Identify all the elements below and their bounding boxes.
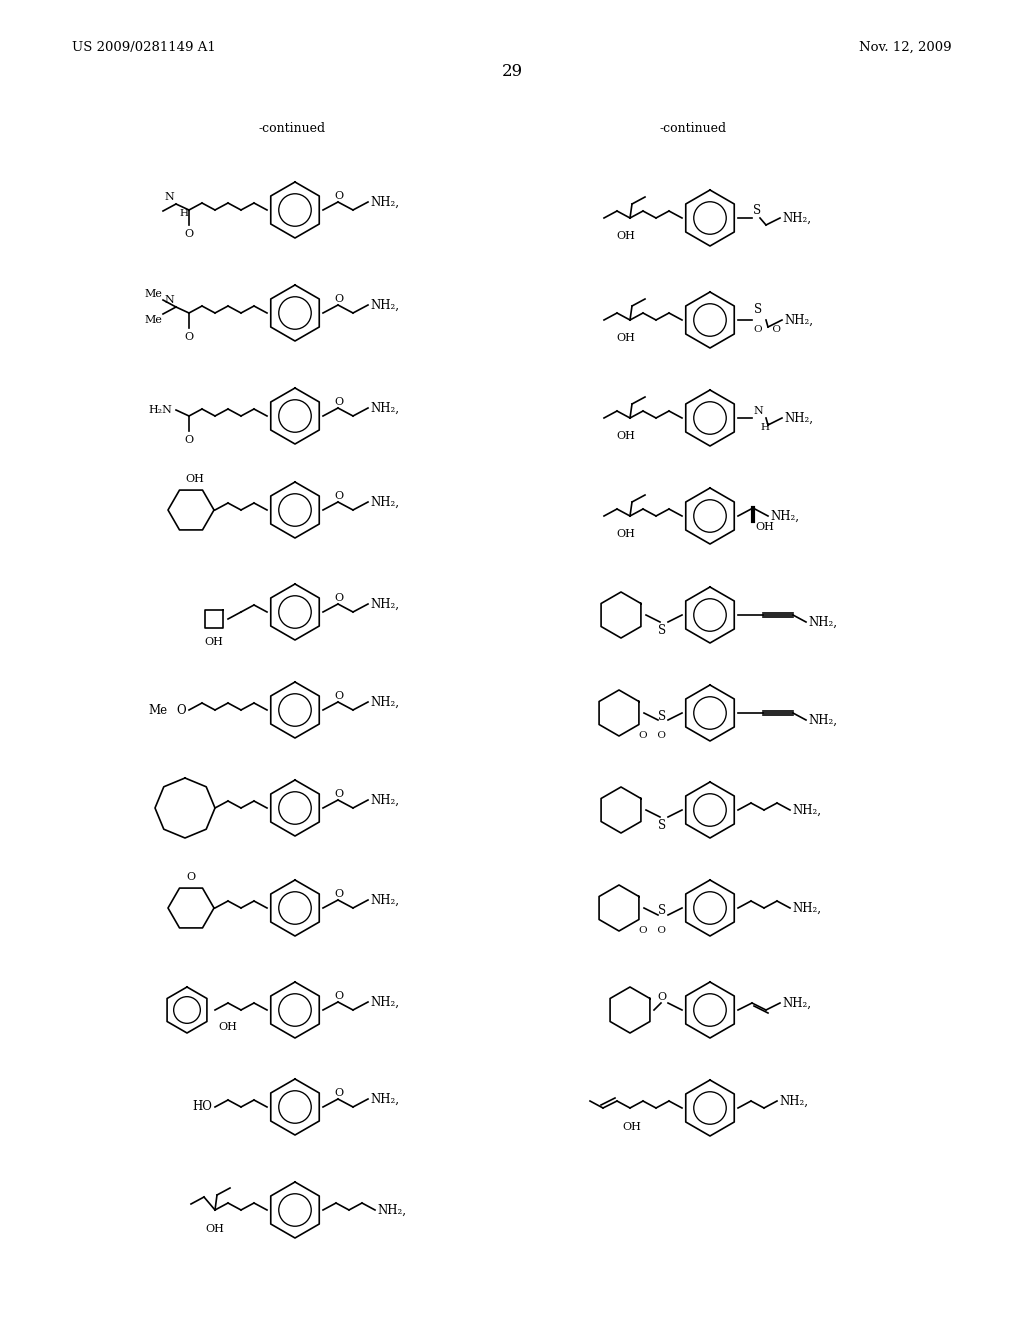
Text: H: H <box>179 209 188 218</box>
Text: O: O <box>335 294 344 304</box>
Text: 29: 29 <box>502 63 522 81</box>
Text: OH: OH <box>616 231 636 242</box>
Text: S: S <box>754 304 762 315</box>
Text: O: O <box>335 191 344 201</box>
Text: O   O: O O <box>754 325 781 334</box>
Text: OH: OH <box>616 333 636 343</box>
Text: NH₂,: NH₂, <box>370 995 399 1008</box>
Text: US 2009/0281149 A1: US 2009/0281149 A1 <box>72 41 216 54</box>
Text: OH: OH <box>185 474 204 484</box>
Text: NH₂,: NH₂, <box>792 804 821 817</box>
Text: O: O <box>184 333 194 342</box>
Text: S: S <box>753 205 761 216</box>
Text: NH₂,: NH₂, <box>370 1093 399 1106</box>
Text: NH₂,: NH₂, <box>370 298 399 312</box>
Text: O: O <box>176 704 186 717</box>
Text: NH₂,: NH₂, <box>782 997 811 1010</box>
Text: Me: Me <box>148 704 168 717</box>
Text: NH₂,: NH₂, <box>370 195 399 209</box>
Text: OH: OH <box>755 521 774 532</box>
Text: O: O <box>335 789 344 799</box>
Text: O: O <box>335 397 344 407</box>
Text: S: S <box>657 710 666 722</box>
Text: O: O <box>335 593 344 603</box>
Text: S: S <box>657 624 666 638</box>
Text: HO: HO <box>193 1101 212 1114</box>
Text: O: O <box>335 1088 344 1098</box>
Text: NH₂,: NH₂, <box>370 894 399 907</box>
Text: NH₂,: NH₂, <box>377 1204 406 1217</box>
Text: N: N <box>753 407 763 416</box>
Text: O: O <box>656 993 666 1002</box>
Text: OH: OH <box>205 638 223 647</box>
Text: O: O <box>335 991 344 1001</box>
Text: NH₂,: NH₂, <box>370 696 399 709</box>
Text: Me: Me <box>144 289 162 300</box>
Text: N: N <box>164 294 174 305</box>
Text: NH₂,: NH₂, <box>370 793 399 807</box>
Text: NH₂,: NH₂, <box>770 510 799 523</box>
Text: NH₂,: NH₂, <box>779 1094 808 1107</box>
Text: O: O <box>184 436 194 445</box>
Text: OH: OH <box>616 432 636 441</box>
Text: S: S <box>657 818 666 832</box>
Text: OH: OH <box>218 1022 237 1032</box>
Text: NH₂,: NH₂, <box>808 615 837 628</box>
Text: NH₂,: NH₂, <box>370 495 399 508</box>
Text: H₂N: H₂N <box>148 405 172 414</box>
Text: OH: OH <box>623 1122 641 1133</box>
Text: NH₂,: NH₂, <box>792 902 821 915</box>
Text: NH₂,: NH₂, <box>370 598 399 610</box>
Text: O: O <box>335 888 344 899</box>
Text: O: O <box>186 873 196 882</box>
Text: S: S <box>657 904 666 917</box>
Text: -continued: -continued <box>659 121 727 135</box>
Text: H: H <box>760 422 769 432</box>
Text: NH₂,: NH₂, <box>782 211 811 224</box>
Text: O   O: O O <box>639 927 666 935</box>
Text: OH: OH <box>616 529 636 539</box>
Text: -continued: -continued <box>258 121 326 135</box>
Text: Nov. 12, 2009: Nov. 12, 2009 <box>859 41 952 54</box>
Text: O   O: O O <box>639 731 666 741</box>
Text: NH₂,: NH₂, <box>784 314 813 326</box>
Text: O: O <box>335 491 344 502</box>
Text: O: O <box>335 690 344 701</box>
Text: NH₂,: NH₂, <box>370 401 399 414</box>
Text: NH₂,: NH₂, <box>784 412 813 425</box>
Text: O: O <box>184 228 194 239</box>
Text: N: N <box>164 191 174 202</box>
Text: Me: Me <box>144 315 162 325</box>
Text: OH: OH <box>206 1224 224 1234</box>
Text: NH₂,: NH₂, <box>808 714 837 726</box>
